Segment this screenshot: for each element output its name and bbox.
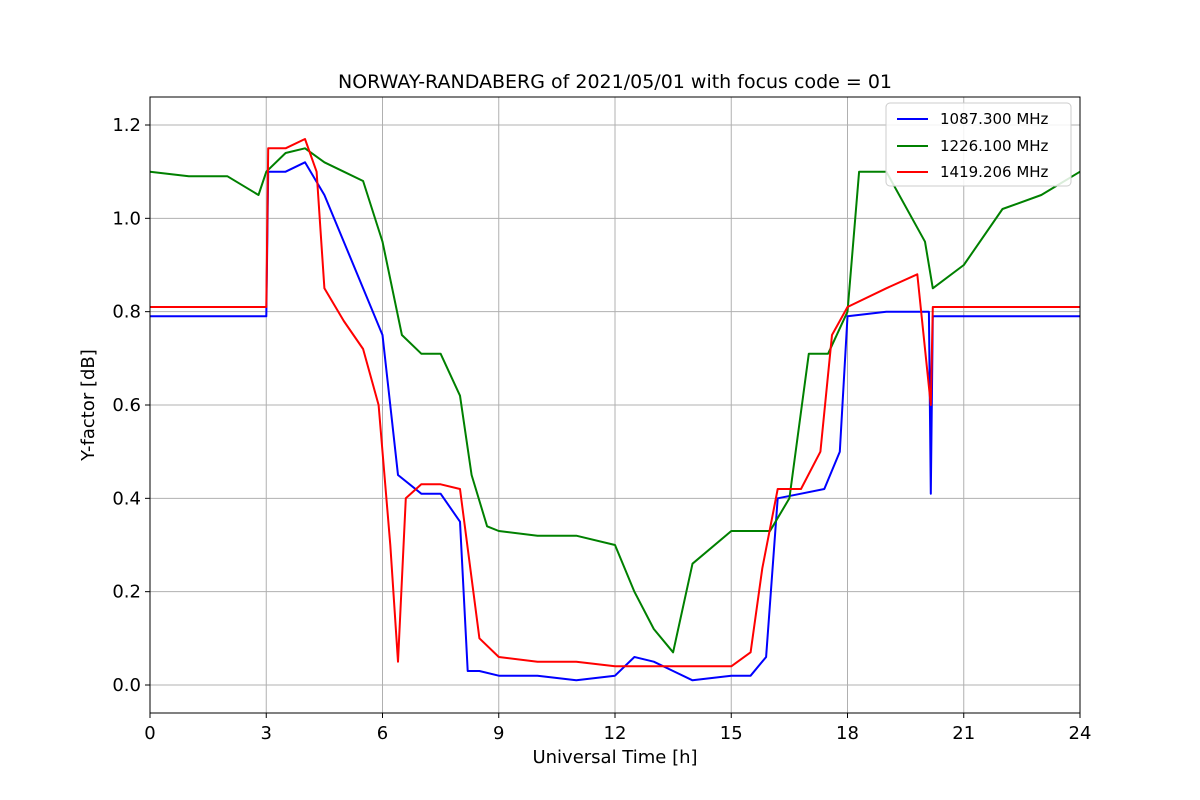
x-tick-label: 0 bbox=[144, 723, 155, 744]
x-tick-label: 6 bbox=[377, 723, 388, 744]
x-tick-label: 12 bbox=[604, 723, 627, 744]
y-tick-label: 1.2 bbox=[112, 115, 141, 136]
legend-label-1087: 1087.300 MHz bbox=[940, 110, 1049, 128]
chart-title: NORWAY-RANDABERG of 2021/05/01 with focu… bbox=[338, 71, 892, 93]
series-layer bbox=[149, 138, 1081, 682]
y-tick-label: 0.0 bbox=[112, 675, 141, 696]
y-tick-label: 0.4 bbox=[112, 488, 141, 509]
y-tick-label: 0.6 bbox=[112, 395, 141, 416]
x-tick-label: 3 bbox=[261, 723, 272, 744]
legend-box bbox=[885, 102, 1072, 187]
series-line-1 bbox=[149, 147, 1081, 654]
legend-label-1226: 1226.100 MHz bbox=[940, 137, 1049, 155]
y-tick-label: 1.0 bbox=[112, 208, 141, 229]
legend: 1087.300 MHz 1226.100 MHz 1419.206 MHz bbox=[885, 102, 1072, 187]
x-tick-label: 24 bbox=[1069, 723, 1092, 744]
x-tick-label: 9 bbox=[493, 723, 504, 744]
y-axis-ticks: 0.0 0.2 0.4 0.6 0.8 1.0 1.2 bbox=[112, 115, 150, 696]
x-tick-label: 18 bbox=[836, 723, 859, 744]
x-tick-label: 21 bbox=[952, 723, 975, 744]
y-axis-label: Y-factor [dB] bbox=[78, 349, 99, 462]
x-tick-label: 15 bbox=[720, 723, 743, 744]
x-axis-label: Universal Time [h] bbox=[532, 747, 697, 768]
series-line-2 bbox=[150, 138, 1080, 668]
y-tick-label: 0.8 bbox=[112, 302, 141, 323]
y-tick-label: 0.2 bbox=[112, 582, 141, 603]
x-axis-ticks: 0 3 6 9 12 15 18 21 24 bbox=[144, 713, 1091, 744]
legend-label-1419: 1419.206 MHz bbox=[940, 163, 1049, 181]
